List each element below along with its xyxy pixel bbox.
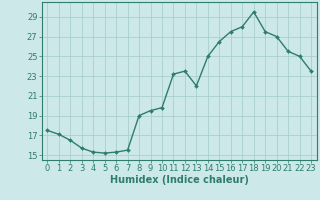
X-axis label: Humidex (Indice chaleur): Humidex (Indice chaleur)	[110, 175, 249, 185]
